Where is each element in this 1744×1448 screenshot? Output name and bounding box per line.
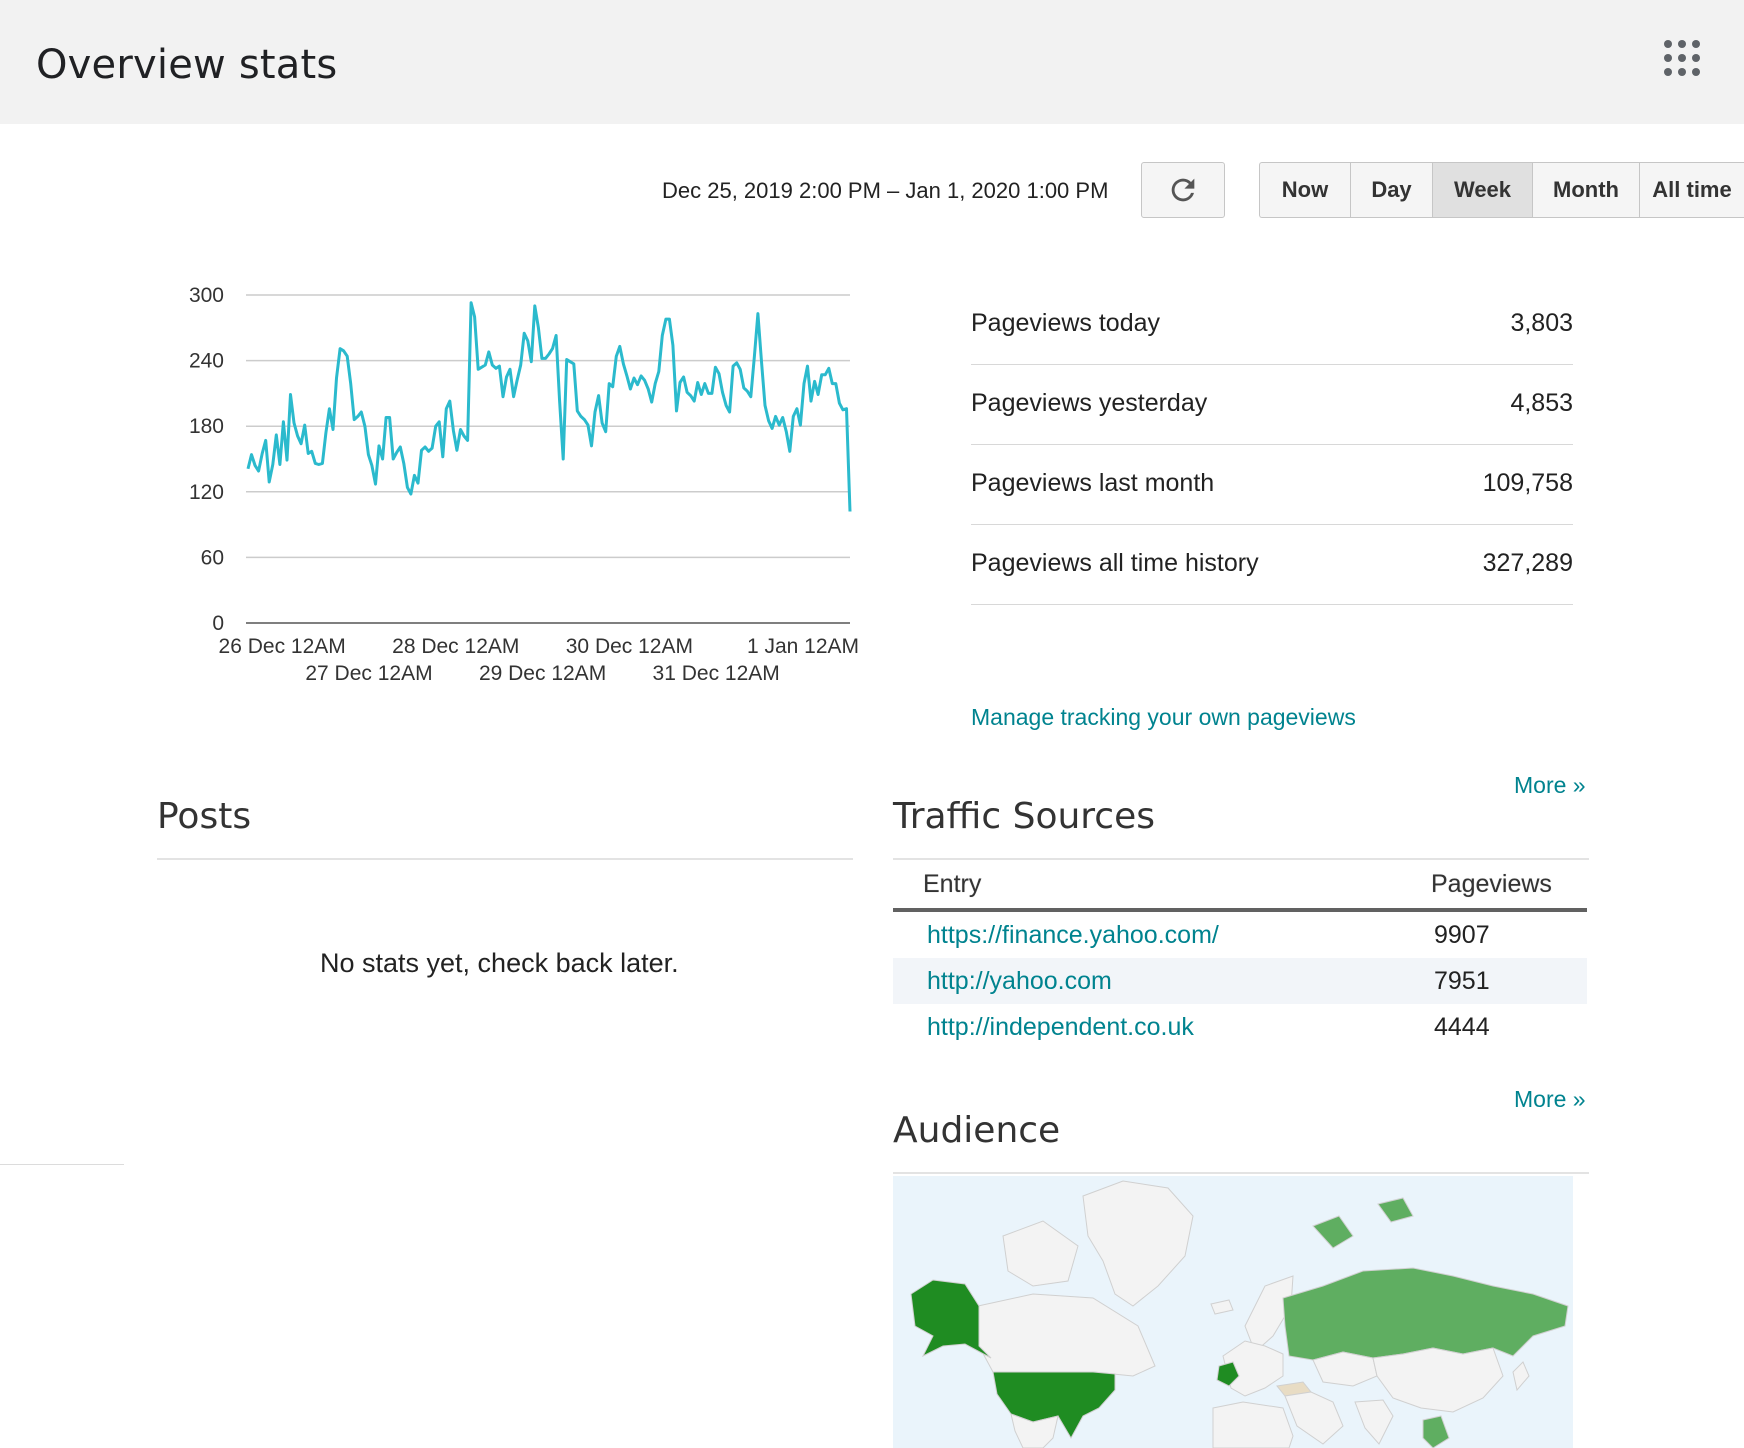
date-range-label: Dec 25, 2019 2:00 PM – Jan 1, 2020 1:00 … <box>662 178 1109 203</box>
x-tick-label: 31 Dec 12AM <box>653 662 780 685</box>
manage-tracking-link[interactable]: Manage tracking your own pageviews <box>971 704 1356 730</box>
x-tick-label: 1 Jan 12AM <box>747 635 859 658</box>
stats-list: Pageviews today 3,803 Pageviews yesterda… <box>971 285 1573 605</box>
period-selector: Now Day Week Month All time <box>1259 162 1744 218</box>
y-tick-label: 300 <box>189 284 224 307</box>
stat-row-last-month: Pageviews last month 109,758 <box>971 445 1573 525</box>
traffic-sources-title: Traffic Sources <box>893 796 1156 837</box>
pageviews-line-chart: 300 240 180 120 60 0 26 Dec 12AM 28 Dec 12AM 30… <box>189 284 859 685</box>
table-row: http://independent.co.uk 4444 <box>893 1004 1587 1050</box>
stat-row-yesterday: Pageviews yesterday 4,853 <box>971 365 1573 445</box>
refresh-icon <box>1171 178 1195 202</box>
y-tick-label: 0 <box>212 612 224 635</box>
usa-shape <box>992 1371 1116 1440</box>
table-row: http://yahoo.com 7951 <box>893 958 1587 1004</box>
posts-empty-message: No stats yet, check back later. <box>320 948 679 978</box>
india-shape <box>1354 1399 1394 1445</box>
arctic-islands-shape <box>1002 1220 1079 1287</box>
pageviews-column-header[interactable]: Pageviews <box>1431 870 1552 898</box>
stat-label: Pageviews all time history <box>971 549 1259 577</box>
stat-row-all-time: Pageviews all time history 327,289 <box>971 525 1573 605</box>
traffic-pageviews: 9907 <box>1434 921 1490 949</box>
y-tick-label: 180 <box>189 415 224 438</box>
y-tick-label: 60 <box>201 546 224 569</box>
y-tick-label: 240 <box>189 350 224 373</box>
stat-value: 327,289 <box>1482 549 1573 577</box>
traffic-pageviews: 7951 <box>1434 967 1490 995</box>
alaska-shape <box>910 1279 992 1359</box>
posts-title: Posts <box>157 796 252 837</box>
table-row: https://finance.yahoo.com/ 9907 <box>893 912 1587 958</box>
china-shape <box>1372 1347 1504 1413</box>
x-tick-label: 30 Dec 12AM <box>566 635 693 658</box>
page-title: Overview stats <box>36 42 338 88</box>
traffic-entry-link[interactable]: http://yahoo.com <box>927 967 1112 995</box>
period-week-button[interactable]: Week <box>1433 163 1533 217</box>
stat-value: 4,853 <box>1510 389 1573 417</box>
europe-shape <box>1222 1340 1284 1397</box>
africa-shape <box>1212 1401 1294 1448</box>
stat-label: Pageviews yesterday <box>971 389 1208 417</box>
pageviews-series-line <box>246 301 852 512</box>
x-tick-label: 26 Dec 12AM <box>219 635 346 658</box>
mexico-shape <box>1010 1413 1059 1448</box>
refresh-button[interactable] <box>1141 162 1225 218</box>
stat-value: 109,758 <box>1482 469 1573 497</box>
stat-label: Pageviews last month <box>971 469 1215 497</box>
traffic-entry-link[interactable]: https://finance.yahoo.com/ <box>927 921 1219 949</box>
period-month-button[interactable]: Month <box>1533 163 1640 217</box>
posts-divider <box>157 858 853 860</box>
world-map-graphic <box>910 1180 1569 1448</box>
southeast-asia-shape <box>1422 1415 1450 1448</box>
russia-shape <box>1282 1267 1569 1361</box>
period-now-button[interactable]: Now <box>1260 163 1351 217</box>
audience-more-link[interactable]: More » <box>1514 1086 1586 1112</box>
canada-shape <box>977 1293 1156 1377</box>
central-asia-shape <box>1312 1351 1378 1387</box>
audience-divider <box>893 1172 1589 1174</box>
japan-shape <box>1512 1361 1530 1392</box>
x-tick-label: 27 Dec 12AM <box>305 662 432 685</box>
y-tick-label: 120 <box>189 481 224 504</box>
x-tick-label: 29 Dec 12AM <box>479 662 606 685</box>
france-shape <box>1216 1361 1240 1387</box>
apps-grid-icon[interactable] <box>1664 40 1700 76</box>
traffic-more-link[interactable]: More » <box>1514 772 1586 798</box>
audience-world-map[interactable] <box>893 1176 1573 1448</box>
divider <box>0 1164 124 1165</box>
stat-value: 3,803 <box>1510 309 1573 337</box>
iceland-shape <box>1210 1299 1234 1315</box>
traffic-sources-table: Entry Pageviews https://finance.yahoo.co… <box>893 862 1587 1050</box>
traffic-entry-link[interactable]: http://independent.co.uk <box>927 1013 1194 1041</box>
stat-label: Pageviews today <box>971 309 1161 337</box>
entry-column-header[interactable]: Entry <box>923 870 982 898</box>
stat-row-today: Pageviews today 3,803 <box>971 285 1573 365</box>
traffic-divider <box>893 858 1589 860</box>
greenland-shape <box>1082 1180 1194 1307</box>
table-header: Entry Pageviews <box>893 862 1587 912</box>
audience-title: Audience <box>893 1110 1061 1151</box>
traffic-pageviews: 4444 <box>1434 1013 1490 1041</box>
period-all-time-button[interactable]: All time <box>1640 163 1744 217</box>
period-day-button[interactable]: Day <box>1351 163 1433 217</box>
russian-islands-shape <box>1312 1197 1414 1249</box>
top-bar: Overview stats <box>0 0 1744 124</box>
middle-east-shape <box>1284 1391 1344 1445</box>
x-tick-label: 28 Dec 12AM <box>392 635 519 658</box>
